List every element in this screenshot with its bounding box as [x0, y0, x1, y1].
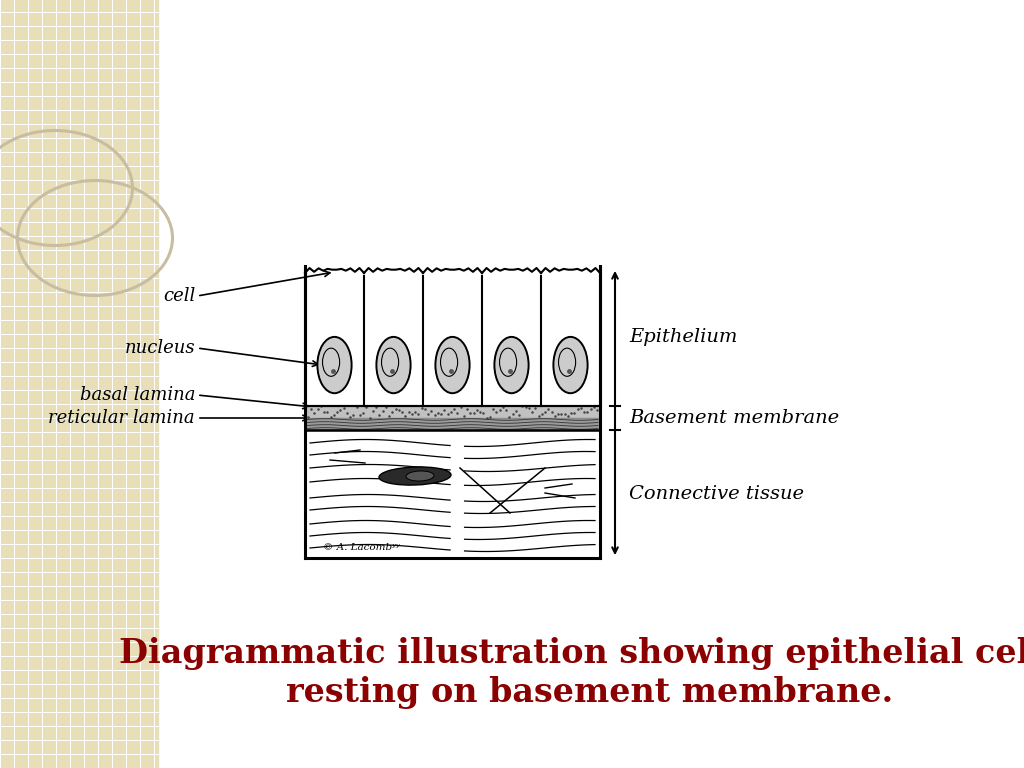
Text: cell: cell [163, 287, 195, 305]
Ellipse shape [317, 337, 351, 393]
Ellipse shape [495, 337, 528, 393]
Text: reticular lamina: reticular lamina [48, 409, 195, 427]
Text: Diagrammatic illustration showing epithelial cells
resting on basement membrane.: Diagrammatic illustration showing epithe… [119, 637, 1024, 709]
Text: basal lamina: basal lamina [80, 386, 195, 404]
Text: Epithelium: Epithelium [629, 328, 737, 346]
Bar [0, 0, 158, 768]
Text: © A. Lacombʸʸ: © A. Lacombʸʸ [323, 543, 399, 552]
Ellipse shape [553, 337, 588, 393]
Ellipse shape [435, 337, 470, 393]
Text: Basement membrane: Basement membrane [629, 409, 839, 427]
Text: Connective tissue: Connective tissue [629, 485, 804, 503]
Ellipse shape [379, 467, 451, 485]
Text: nucleus: nucleus [124, 339, 195, 357]
Ellipse shape [377, 337, 411, 393]
Ellipse shape [406, 471, 434, 481]
